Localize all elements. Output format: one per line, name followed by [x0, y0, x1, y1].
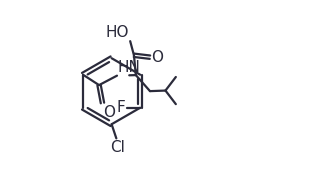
Text: HO: HO: [106, 25, 130, 40]
Text: HN: HN: [118, 60, 141, 75]
Text: Cl: Cl: [110, 140, 125, 155]
Text: O: O: [151, 50, 163, 65]
Text: O: O: [103, 105, 115, 120]
Text: F: F: [117, 100, 126, 115]
